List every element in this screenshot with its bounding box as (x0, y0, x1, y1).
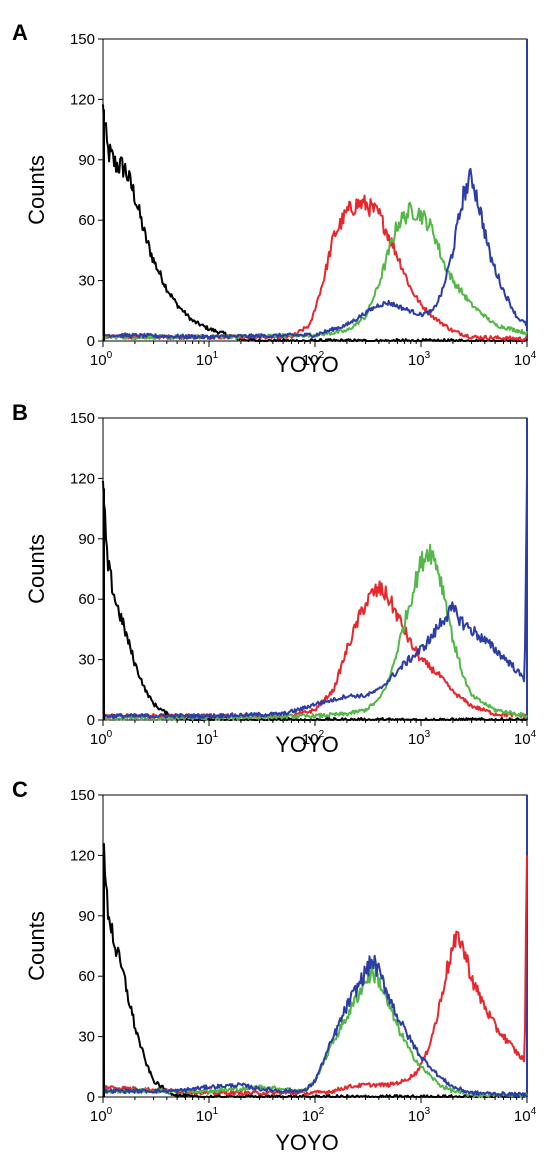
series-line-0 (102, 843, 528, 1098)
y-tick-label: 30 (78, 652, 95, 669)
series-line-0 (102, 480, 528, 721)
plot-frame (102, 417, 528, 721)
y-tick-label: 120 (70, 470, 95, 487)
panel-c: C 0 30 60 90 120 150 100 101 102 103 104 YOYO Counts (12, 777, 537, 1155)
y-tick-label: 0 (87, 1089, 95, 1106)
y-tick-label: 150 (70, 787, 95, 804)
panel-letter: B (12, 400, 28, 425)
y-axis-title: Counts (24, 534, 49, 604)
x-axis-title: YOYO (275, 352, 339, 377)
y-tick-label: 90 (78, 152, 95, 169)
series-line-1 (102, 580, 528, 719)
panel-a: A 0 30 60 90 120 150 100 101 102 103 104 YOYO Counts (12, 20, 537, 377)
x-tick-label: 100 (90, 729, 113, 748)
series-line-1 (103, 855, 528, 1096)
y-tick-label: 0 (87, 712, 95, 729)
y-axis-title: Counts (24, 155, 49, 225)
series-line-2 (102, 201, 528, 340)
x-tick-label: 103 (408, 729, 431, 748)
x-tick-label: 102 (302, 350, 325, 369)
y-axis-title: Counts (24, 911, 49, 981)
series-line-3 (102, 954, 528, 1098)
series-line-0 (102, 104, 528, 342)
panel-b: B 0 30 60 90 120 150 100 101 102 103 104 YOYO Counts (12, 400, 537, 757)
y-tick-label: 30 (78, 273, 95, 290)
y-tick-label: 90 (78, 531, 95, 548)
y-tick-label: 120 (70, 91, 95, 108)
series-line-1 (102, 194, 528, 342)
y-tick-label: 120 (70, 847, 95, 864)
y-tick-label: 90 (78, 908, 95, 925)
x-tick-label: 103 (408, 350, 431, 369)
x-tick-label: 103 (408, 1106, 431, 1125)
x-tick-label: 100 (90, 1106, 113, 1125)
panel-letter: C (12, 777, 28, 802)
x-tick-label: 101 (196, 350, 219, 369)
x-tick-label: 100 (90, 350, 113, 369)
y-tick-label: 30 (78, 1029, 95, 1046)
series-line-2 (102, 543, 528, 721)
x-axis-title: YOYO (275, 1130, 339, 1155)
series-line-2 (102, 964, 528, 1098)
y-tick-label: 150 (70, 410, 95, 427)
x-tick-label: 104 (514, 350, 537, 369)
x-tick-label: 101 (196, 729, 219, 748)
y-tick-label: 150 (70, 31, 95, 48)
x-tick-label: 104 (514, 729, 537, 748)
x-tick-label: 102 (302, 729, 325, 748)
y-tick-label: 60 (78, 591, 95, 608)
y-tick-label: 60 (78, 968, 95, 985)
x-axis-title: YOYO (275, 732, 339, 757)
series-line-3 (102, 475, 528, 719)
panel-letter: A (12, 20, 28, 45)
y-tick-label: 60 (78, 212, 95, 229)
x-tick-label: 101 (196, 1106, 219, 1125)
series-line-3 (102, 167, 528, 340)
x-tick-label: 104 (514, 1106, 537, 1125)
y-tick-label: 0 (87, 333, 95, 350)
x-tick-label: 102 (302, 1106, 325, 1125)
